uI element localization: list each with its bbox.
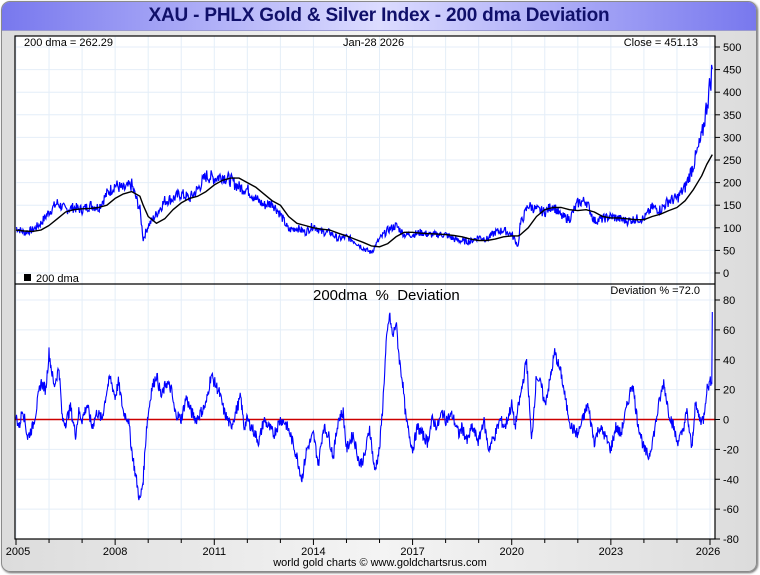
x-tick-label: 2011 <box>202 546 226 558</box>
y-tick-label: 60 <box>723 325 735 337</box>
y-tick-label: 80 <box>723 295 735 307</box>
y-tick-label: 40 <box>723 355 735 367</box>
chart-title: XAU - PHLX Gold & Silver Index - 200 dma… <box>148 5 610 26</box>
y-tick-label: 100 <box>723 223 741 235</box>
y-axes: 500450400350300250200150100500806040200-… <box>715 42 741 546</box>
footer-credit: world gold charts © www.goldchartsrus.co… <box>273 557 487 569</box>
y-tick-label: 0 <box>723 415 729 427</box>
y-tick-label: -60 <box>723 504 739 516</box>
y-tick-label: 50 <box>723 245 735 257</box>
y-tick-label: 300 <box>723 132 741 144</box>
x-tick-label: 2017 <box>400 546 424 558</box>
y-tick-label: 150 <box>723 200 741 212</box>
header-date: Jan-28 2026 <box>343 37 404 49</box>
series-line-xau <box>15 64 713 254</box>
y-tick-label: 450 <box>723 65 741 77</box>
legend-swatch-dma <box>24 274 31 281</box>
x-tick-label: 2005 <box>6 546 30 558</box>
x-tick-label: 2008 <box>103 546 127 558</box>
y-tick-label: 500 <box>723 42 741 54</box>
series-line-deviation <box>15 311 713 501</box>
title-bar: XAU - PHLX Gold & Silver Index - 200 dma… <box>2 2 756 31</box>
x-tick-label: 2014 <box>301 546 325 558</box>
x-tick-label: 2026 <box>696 546 720 558</box>
series-line-200dma <box>15 154 713 248</box>
y-tick-label: 200 <box>723 178 741 190</box>
y-tick-label: 250 <box>723 155 741 167</box>
y-tick-label: 0 <box>723 268 729 280</box>
header-dma-value: 200 dma = 262.29 <box>24 37 113 49</box>
y-tick-label: 350 <box>723 110 741 122</box>
x-tick-label: 2020 <box>499 546 523 558</box>
y-tick-label: 20 <box>723 385 735 397</box>
plot-border <box>14 35 716 540</box>
deviation-panel-lines <box>15 311 715 501</box>
legend-label-dma: 200 dma <box>36 273 80 285</box>
x-axis: 2005 2008 2011 2014 2017 2020 2023 2026 <box>6 539 720 558</box>
y-tick-label: 400 <box>723 87 741 99</box>
deviation-plot-area <box>15 284 715 539</box>
deviation-panel-title: 200dma % Deviation <box>313 287 460 304</box>
y-tick-label: -40 <box>723 474 739 486</box>
price-panel-lines <box>15 64 713 254</box>
x-tick-label: 2023 <box>599 546 623 558</box>
y-tick-label: -20 <box>723 444 739 456</box>
header-close-value: Close = 451.13 <box>624 37 698 49</box>
y-tick-label: -80 <box>723 534 739 546</box>
deviation-value: Deviation % =72.0 <box>610 285 700 297</box>
